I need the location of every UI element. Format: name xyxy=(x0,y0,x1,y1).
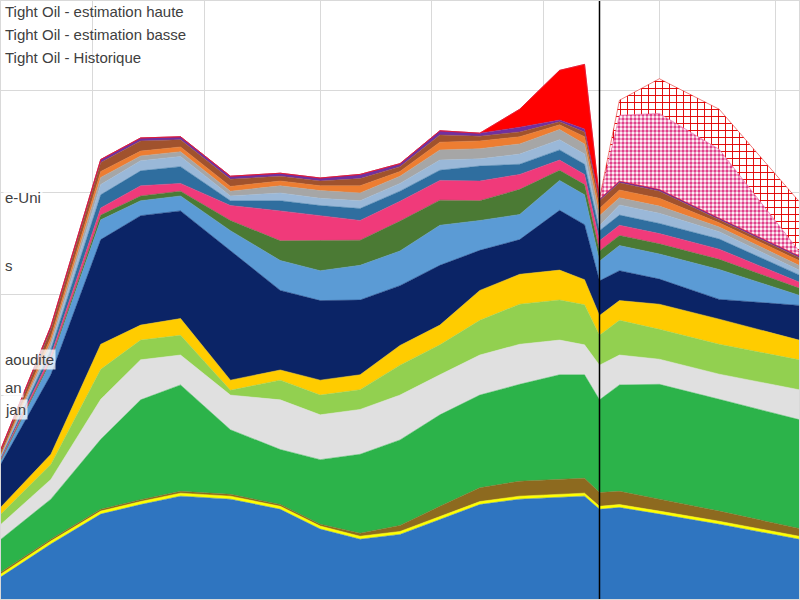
svg-text:an: an xyxy=(5,379,22,396)
svg-text:jan: jan xyxy=(5,401,26,418)
svg-text:e-Uni: e-Uni xyxy=(5,189,41,206)
svg-text:Tight Oil - estimation haute: Tight Oil - estimation haute xyxy=(5,3,184,20)
svg-text:Tight Oil - estimation basse: Tight Oil - estimation basse xyxy=(5,26,186,43)
svg-text:Tight Oil - Historique: Tight Oil - Historique xyxy=(5,49,141,66)
svg-text:aoudite: aoudite xyxy=(5,351,54,368)
svg-text:s: s xyxy=(5,257,13,274)
